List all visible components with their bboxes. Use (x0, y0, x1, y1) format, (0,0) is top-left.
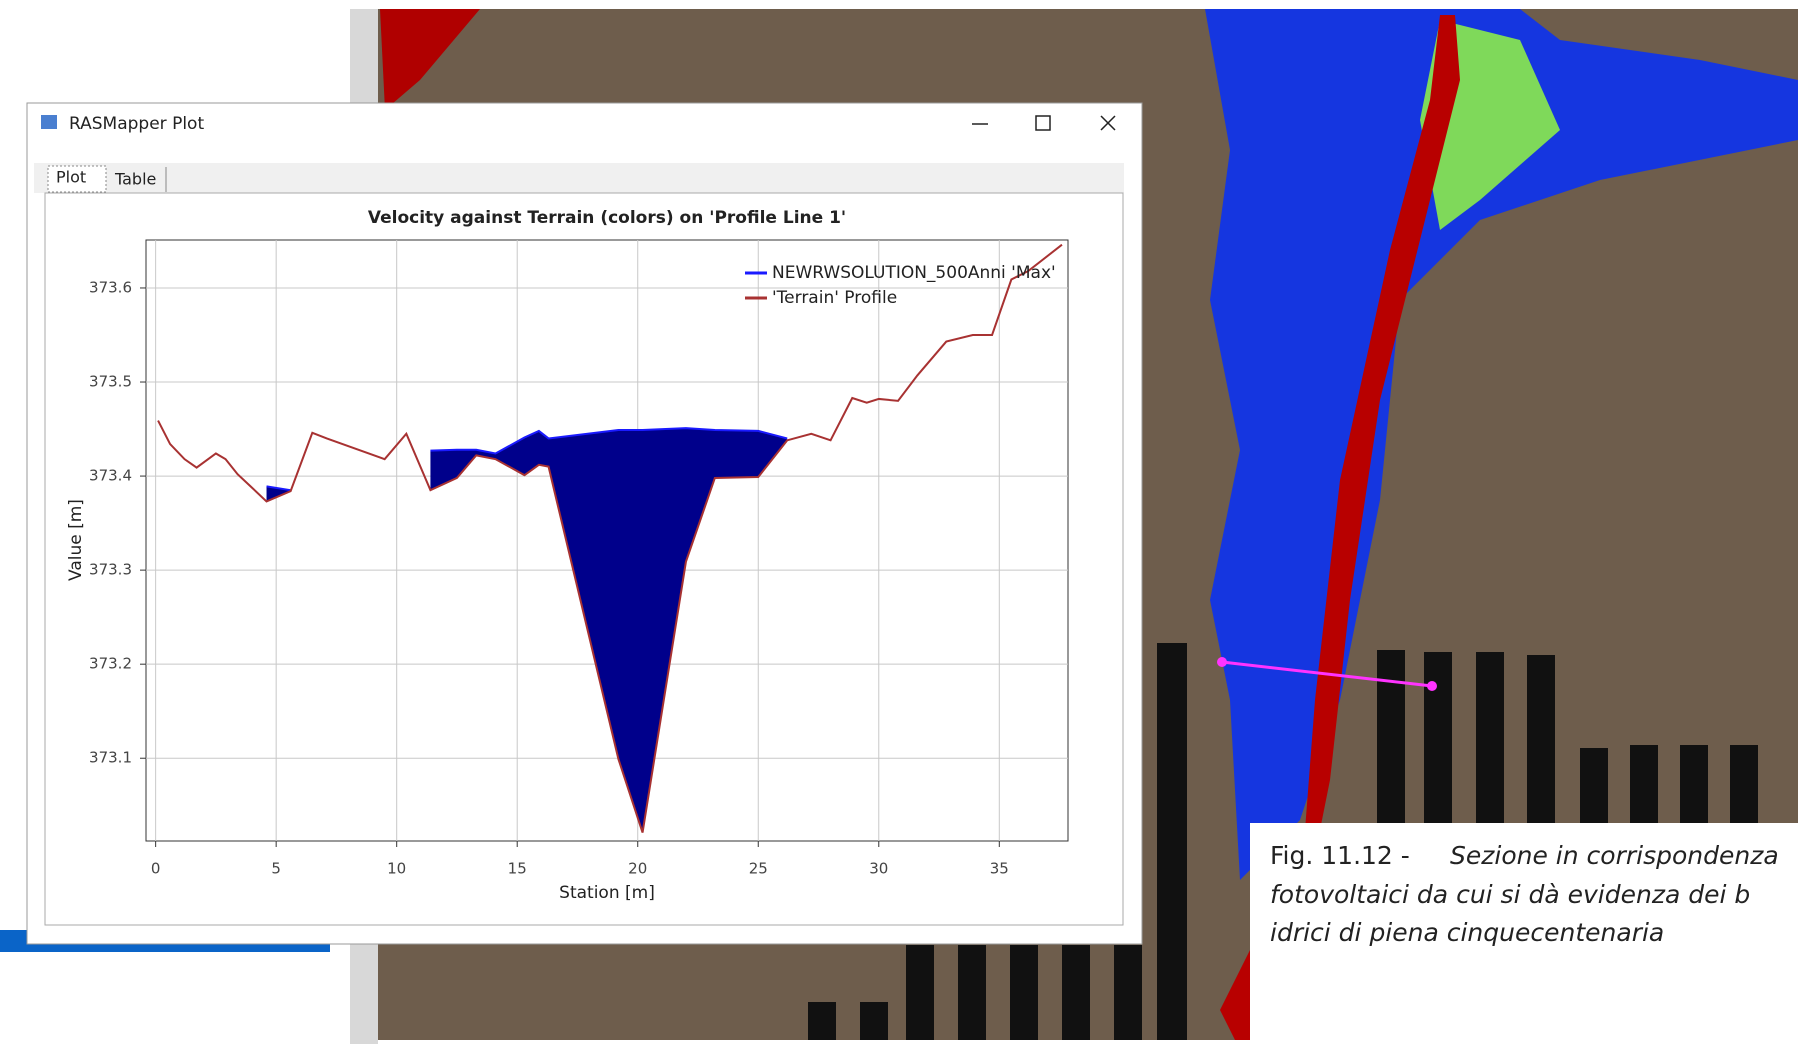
screen: Fig. 11.12 - Sezione in corrispondenza f… (0, 0, 1798, 1044)
tab-strip (34, 163, 1124, 193)
x-tick-label: 20 (628, 860, 647, 878)
y-axis-label: Value [m] (66, 499, 86, 581)
y-tick-label: 373.5 (89, 373, 132, 391)
y-tick-label: 373.4 (89, 467, 132, 485)
caption-label: Fig. 11.12 - (1270, 841, 1410, 870)
caption-line: Sezione in corrispondenza (1450, 841, 1779, 870)
y-tick-label: 373.6 (89, 278, 132, 296)
app-icon (41, 115, 57, 129)
caption-line: fotovoltaici da cui si dà evidenza dei b (1270, 880, 1750, 909)
y-tick-label: 373.3 (89, 561, 132, 579)
x-tick-label: 25 (749, 860, 768, 878)
x-tick-label: 35 (990, 860, 1009, 878)
x-tick-label: 0 (151, 860, 161, 878)
caption-line: idrici di piena cinquecentenaria (1270, 918, 1664, 947)
page: {"window": {"title": "RASMapper Plot", "… (0, 0, 1798, 1044)
x-axis-label: Station [m] (559, 883, 655, 903)
tab-label[interactable]: Table (114, 170, 156, 189)
window-title: RASMapper Plot (69, 114, 204, 134)
y-tick-label: 373.1 (89, 749, 132, 767)
chart-title: Velocity against Terrain (colors) on 'Pr… (368, 208, 846, 228)
tab-label[interactable]: Plot (56, 168, 86, 187)
x-tick-label: 5 (271, 860, 281, 878)
x-tick-label: 30 (869, 860, 888, 878)
plot: 373.1 373.2 373.3 373.4 373.5 373.6 0 5 10 15 20 25… (89, 240, 1068, 878)
x-tick-label: 10 (387, 860, 406, 878)
legend-label: 'Terrain' Profile (772, 288, 897, 308)
y-tick-label: 373.2 (89, 655, 132, 673)
x-tick-label: 15 (508, 860, 527, 878)
legend-label: NEWRWSOLUTION_500Anni 'Max' (772, 263, 1056, 283)
